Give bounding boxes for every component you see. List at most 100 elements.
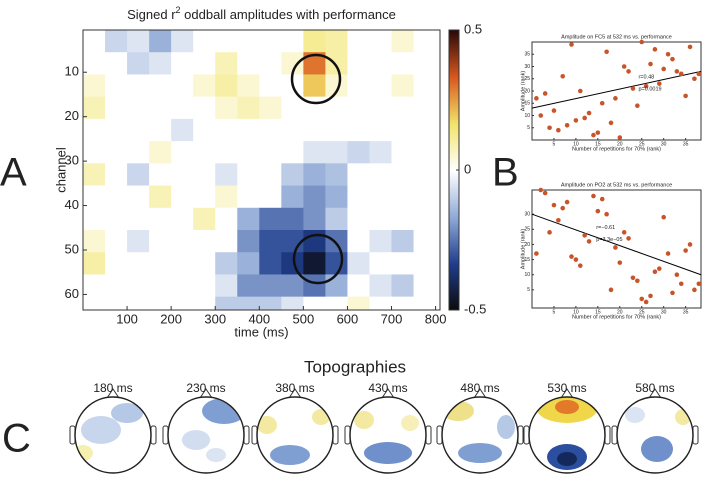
- colorbar-step: [449, 130, 459, 133]
- heat-cell: [369, 274, 392, 297]
- heat-cell: [105, 296, 128, 311]
- title-part: Signed r: [127, 7, 176, 22]
- heat-cell: [193, 252, 216, 275]
- topo-label: 430 ms: [368, 381, 407, 395]
- colorbar-step: [449, 106, 459, 109]
- scatter-point: [665, 251, 671, 256]
- y-tick-label: 60: [65, 286, 79, 301]
- heat-cell: [237, 185, 260, 209]
- heat-cell: [303, 118, 326, 142]
- scatter-point: [626, 236, 631, 241]
- heat-cell: [347, 96, 370, 120]
- scatter-point: [674, 272, 680, 278]
- colorbar-step: [449, 184, 459, 187]
- colorbar-step: [449, 222, 459, 225]
- chart-title: Signed r2 oddball amplitudes with perfor…: [127, 5, 396, 22]
- heat-cell: [215, 52, 238, 75]
- scatter-point: [630, 86, 636, 91]
- heat-cell: [193, 52, 216, 75]
- heat-cell: [127, 296, 150, 311]
- heat-cell: [171, 52, 194, 75]
- scatter-point: [665, 51, 671, 57]
- colorbar-step: [449, 30, 459, 33]
- topo-head: [436, 388, 524, 474]
- heat-cell: [83, 185, 106, 209]
- colorbar-step: [449, 142, 459, 145]
- axes-frame: [82, 29, 441, 311]
- heat-cell: [325, 274, 348, 297]
- colorbar-step: [449, 238, 459, 241]
- chart-title: Amplitude on PO2 at 532 ms vs. performan…: [561, 182, 672, 188]
- colorbar-step: [449, 70, 459, 73]
- colorbar-step: [449, 116, 459, 119]
- colorbar-step: [449, 158, 459, 161]
- scatter-point: [635, 278, 640, 284]
- heat-cell: [325, 163, 348, 186]
- scatter-point: [621, 230, 627, 235]
- heat-cell: [105, 52, 128, 75]
- colorbar-step: [449, 160, 459, 163]
- x-tick-label: 10: [573, 141, 579, 147]
- heat-cell: [369, 163, 392, 186]
- colorbar-step: [449, 208, 459, 211]
- colorbar-step: [449, 122, 459, 125]
- colorbar-step: [449, 232, 459, 235]
- scatter-point: [626, 69, 631, 74]
- heat-cell: [391, 230, 414, 253]
- colorbar-step: [449, 92, 459, 95]
- heat-cell: [215, 185, 238, 209]
- heat-cell: [259, 141, 282, 164]
- y-tick-label: 10: [524, 272, 530, 278]
- y-tick-label: 30: [65, 153, 79, 168]
- scatter-point: [542, 91, 548, 96]
- scatter-point: [613, 245, 618, 250]
- colorbar-step: [449, 112, 459, 115]
- colorbar-step: [449, 166, 459, 169]
- heat-cell: [303, 52, 326, 75]
- heat-cell: [171, 96, 194, 120]
- scatter-point: [551, 202, 557, 208]
- heat-cell: [325, 141, 348, 164]
- colorbar-step: [449, 254, 459, 257]
- x-tick-label: 35: [683, 309, 689, 315]
- y-tick-label: 30: [524, 64, 530, 70]
- scatter-point: [643, 299, 649, 305]
- heat-cell: [215, 96, 238, 120]
- y-tick-label: 20: [65, 108, 79, 123]
- scatter-point: [604, 49, 609, 55]
- scatter-point: [547, 125, 552, 131]
- heat-cell: [259, 163, 282, 186]
- colorbar-tick-label: 0: [464, 161, 471, 176]
- heat-cell: [325, 118, 348, 142]
- scatter-point: [621, 64, 627, 69]
- scatter-point: [560, 205, 566, 211]
- scatter-point: [648, 293, 653, 299]
- scatter-point: [569, 254, 574, 259]
- heat-cell: [413, 163, 436, 186]
- colorbar-step: [449, 134, 459, 137]
- scatter-point: [692, 76, 697, 82]
- axes-frame: [531, 41, 702, 141]
- scatter-point: [534, 96, 539, 101]
- topo-label: 230 ms: [186, 381, 225, 395]
- heat-cell: [259, 74, 282, 97]
- heat-cell: [303, 230, 326, 253]
- heat-cell: [413, 296, 436, 311]
- colorbar-step: [449, 118, 459, 121]
- heat-cell: [237, 296, 260, 311]
- colorbar-step: [449, 282, 459, 285]
- topo-label: 580 ms: [635, 381, 674, 395]
- topo-label: 530 ms: [547, 381, 586, 395]
- scatter-point: [635, 103, 640, 108]
- colorbar-step: [449, 308, 459, 311]
- heat-cell: [105, 230, 128, 253]
- heat-cell: [171, 30, 194, 53]
- heat-cell: [347, 185, 370, 209]
- heat-cell: [105, 74, 128, 97]
- colorbar-step: [449, 262, 459, 265]
- scatter-point: [538, 187, 544, 193]
- heat-cell: [413, 252, 436, 275]
- colorbar-step: [449, 110, 459, 113]
- heat-cell: [215, 252, 238, 275]
- colorbar-step: [449, 164, 459, 167]
